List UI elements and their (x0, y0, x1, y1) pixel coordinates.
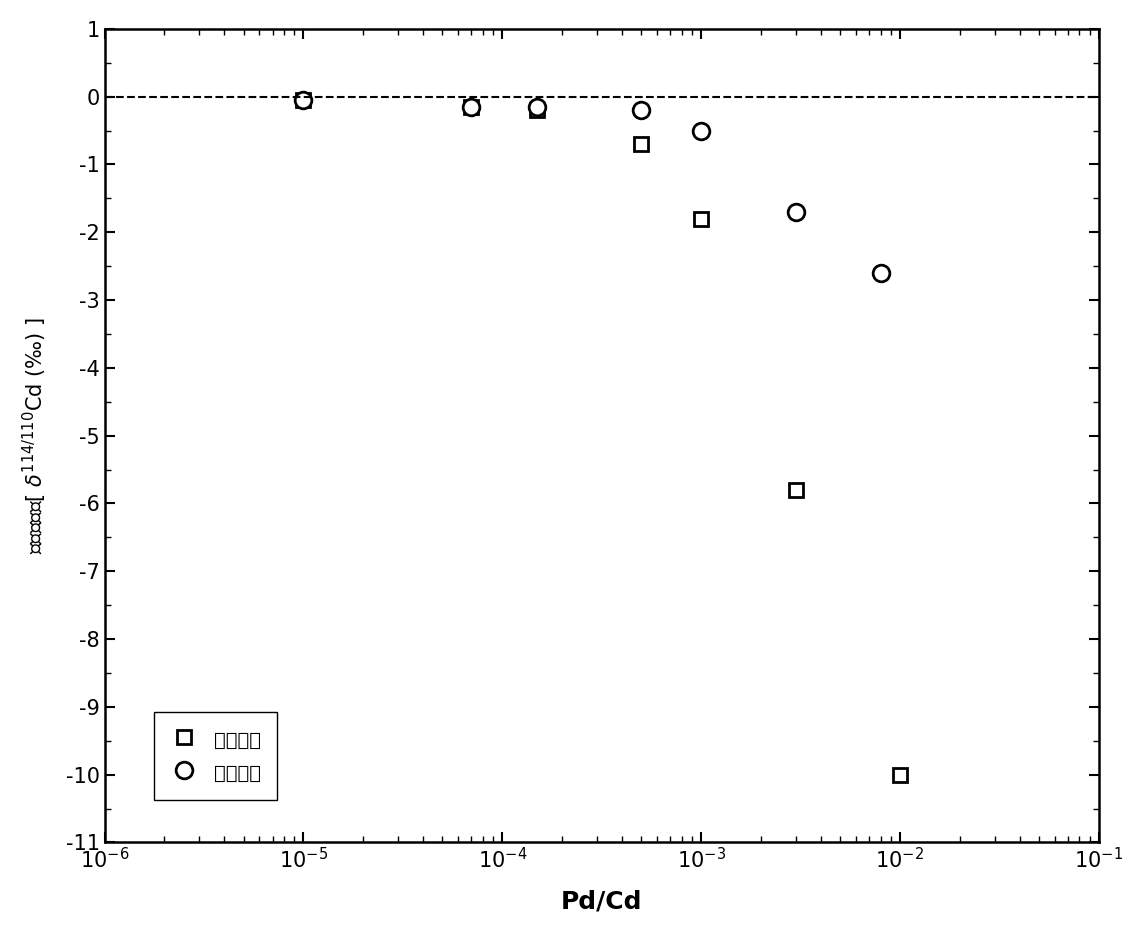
Legend: 钒校正前, 钒校正后: 钒校正前, 钒校正后 (154, 712, 277, 800)
钒校正前 (296, 94, 310, 106)
钒校正后 (531, 101, 545, 112)
钒校正前 (531, 105, 545, 116)
钒校正后 (464, 101, 478, 112)
钒校正后 (634, 105, 648, 116)
钒校正后 (789, 206, 803, 218)
Y-axis label: 镉同位素；[ $\delta^{114/110}$Cd (‰) ]: 镉同位素；[ $\delta^{114/110}$Cd (‰) ] (21, 318, 49, 554)
X-axis label: Pd/Cd: Pd/Cd (561, 889, 643, 913)
钒校正前 (789, 484, 803, 495)
钒校正前 (893, 769, 907, 780)
钒校正前 (694, 213, 708, 224)
钒校正前 (634, 138, 648, 149)
Line: 钒校正后: 钒校正后 (295, 92, 889, 281)
钒校正前 (464, 101, 478, 112)
钒校正后 (694, 125, 708, 136)
钒校正后 (296, 94, 310, 106)
Line: 钒校正前: 钒校正前 (296, 93, 907, 782)
钒校正后 (874, 267, 888, 278)
